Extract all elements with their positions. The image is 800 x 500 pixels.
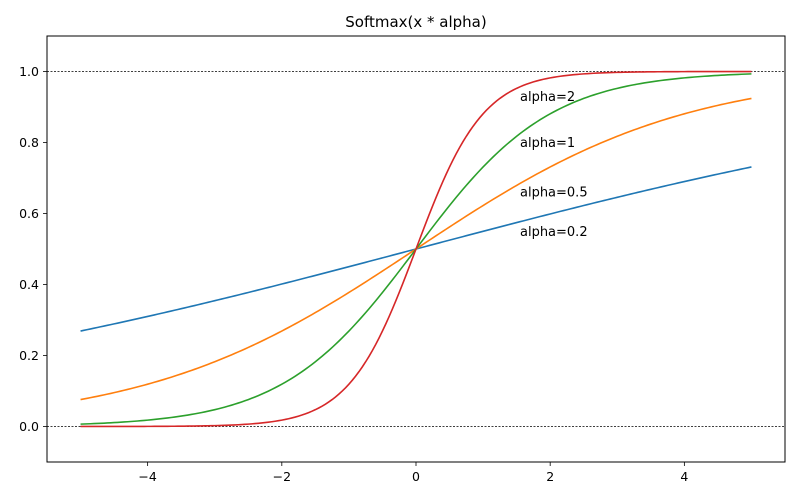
x-tick-label: 2 <box>546 469 554 484</box>
y-tick-label: 0.6 <box>19 206 39 221</box>
y-tick-label: 0.2 <box>19 348 39 363</box>
series-line-alpha-2 <box>80 70 752 428</box>
y-tick-label: 0.8 <box>19 135 39 150</box>
x-tick-label: −4 <box>138 469 156 484</box>
y-tick-label: 0.0 <box>19 419 39 434</box>
y-tick-label: 1.0 <box>19 64 39 79</box>
annotation-label-2: alpha=0.5 <box>520 186 588 201</box>
annotation-label-3: alpha=0.2 <box>520 225 588 240</box>
x-tick-label: −2 <box>273 469 291 484</box>
y-axis: 0.0 0.2 0.4 0.6 0.8 1.0 <box>19 64 47 434</box>
series-layer <box>80 70 752 428</box>
x-tick-label: 4 <box>680 469 688 484</box>
x-tick-label: 0 <box>412 469 420 484</box>
annotation-label-0: alpha=2 <box>520 90 575 105</box>
annotation-label-1: alpha=1 <box>520 136 575 151</box>
x-axis: −4 −2 0 2 4 <box>138 462 688 484</box>
annotation-layer: alpha=2 alpha=1 alpha=0.5 alpha=0.2 <box>520 90 588 240</box>
chart-title: Softmax(x * alpha) <box>345 13 486 31</box>
y-tick-label: 0.4 <box>19 277 39 292</box>
